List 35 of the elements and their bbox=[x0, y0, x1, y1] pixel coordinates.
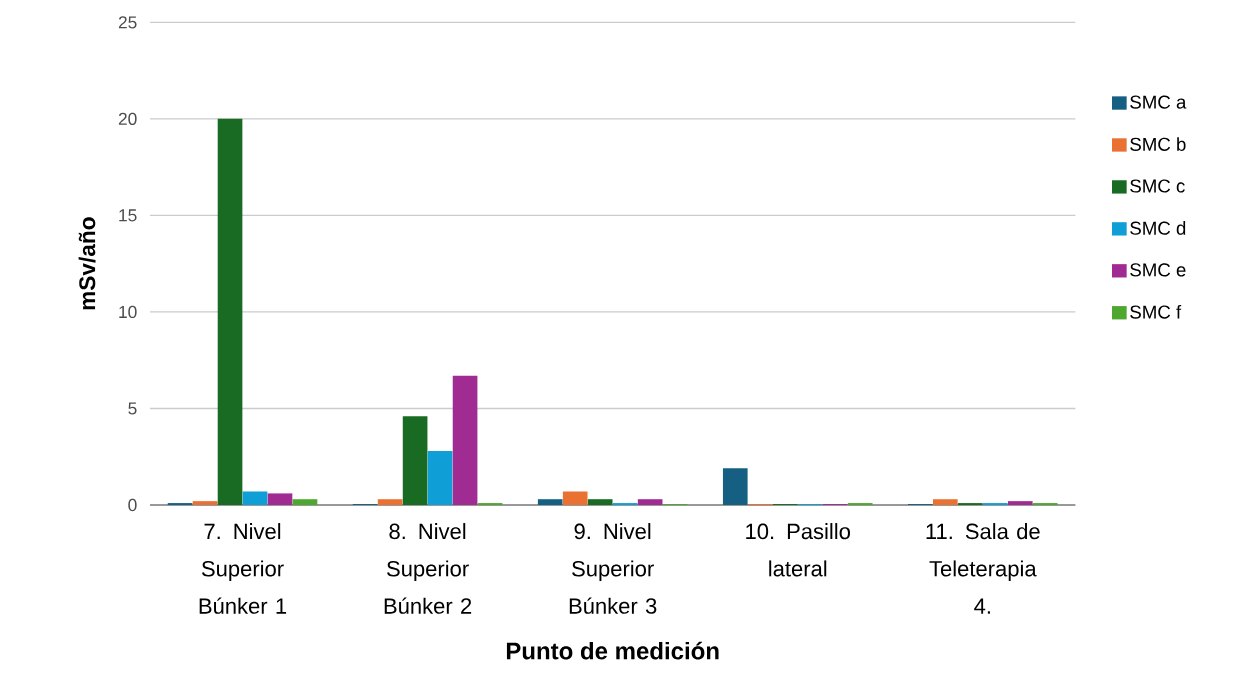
y-tick-label: 15 bbox=[119, 209, 137, 222]
legend-label: SMC f bbox=[1130, 304, 1182, 319]
bar bbox=[292, 499, 318, 505]
y-tick-label: 25 bbox=[118, 16, 137, 29]
bar bbox=[402, 416, 428, 505]
bar bbox=[1007, 501, 1033, 505]
bar bbox=[217, 118, 243, 505]
y-tick-label: 0 bbox=[128, 498, 137, 512]
y-tick-label: 20 bbox=[118, 112, 137, 125]
bar bbox=[267, 493, 293, 505]
bar bbox=[537, 499, 563, 505]
x-tick-label: 8. Nivel Superior Búnker 2 bbox=[384, 523, 472, 614]
legend-label: SMC c bbox=[1130, 179, 1185, 193]
x-tick-label: 9. Nivel Superior Búnker 3 bbox=[569, 523, 657, 614]
y-tick-label: 10 bbox=[119, 305, 137, 319]
x-tick-label: 7. Nivel Superior Búnker 1 bbox=[199, 523, 287, 614]
legend-label: SMC d bbox=[1130, 221, 1186, 235]
legend-label: SMC b bbox=[1130, 137, 1186, 151]
x-tick-label: 11. Sala de Teleterapia 4. bbox=[926, 523, 1040, 614]
bar bbox=[722, 468, 748, 505]
bar bbox=[427, 450, 453, 505]
legend-label: SMC e bbox=[1130, 263, 1186, 277]
bar bbox=[587, 499, 613, 505]
legend-label: SMC a bbox=[1130, 95, 1187, 109]
bar bbox=[637, 499, 663, 505]
bar bbox=[192, 501, 218, 505]
bar bbox=[377, 499, 403, 505]
bar bbox=[562, 491, 588, 505]
x-tick-label: 10. Pasillo lateral bbox=[746, 523, 850, 577]
bar bbox=[452, 375, 478, 505]
bar bbox=[932, 499, 958, 505]
y-axis-title: mSv/año bbox=[78, 217, 96, 310]
y-tick-label: 5 bbox=[128, 402, 137, 415]
x-axis-title: Punto de medición bbox=[506, 641, 719, 660]
bar bbox=[242, 491, 268, 505]
